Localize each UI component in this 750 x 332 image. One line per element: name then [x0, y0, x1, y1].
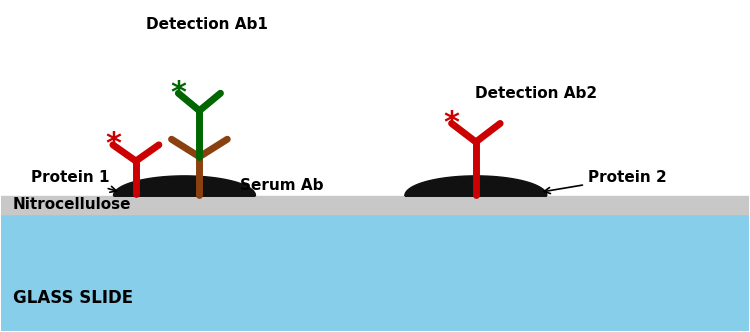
- Text: Nitrocellulose: Nitrocellulose: [13, 197, 131, 212]
- Text: *: *: [443, 109, 460, 138]
- Polygon shape: [113, 176, 256, 196]
- Text: Detection Ab2: Detection Ab2: [475, 86, 597, 101]
- Text: *: *: [170, 79, 186, 108]
- Text: Serum Ab: Serum Ab: [241, 178, 324, 193]
- Text: Protein 2: Protein 2: [544, 170, 667, 194]
- Bar: [2, 196, 748, 214]
- Text: Detection Ab1: Detection Ab1: [146, 17, 268, 32]
- Text: *: *: [105, 130, 121, 159]
- Bar: [2, 214, 748, 331]
- Text: Protein 1: Protein 1: [32, 170, 116, 192]
- Text: GLASS SLIDE: GLASS SLIDE: [13, 289, 133, 307]
- Polygon shape: [405, 176, 547, 196]
